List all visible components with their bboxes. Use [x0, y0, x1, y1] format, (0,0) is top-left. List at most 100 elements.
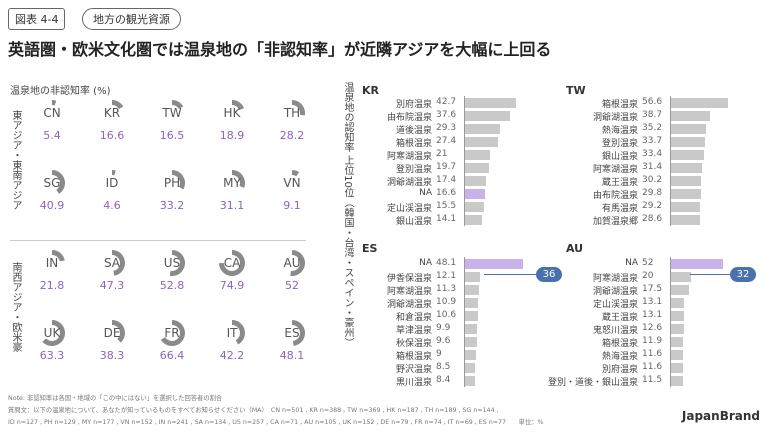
pie-id: ID 4.6 [90, 168, 134, 212]
bar-value-label: 8.4 [436, 375, 451, 385]
pie-chart [284, 250, 305, 276]
bar [671, 124, 707, 134]
bar [671, 259, 723, 269]
bar [671, 202, 701, 212]
pie-chart [104, 170, 120, 191]
pie-value-label: 52.8 [159, 279, 185, 292]
bar-category-label: 箱根温泉 [601, 339, 638, 349]
bar [671, 285, 689, 295]
bar-value-label: 11.3 [436, 284, 457, 294]
bar-category-label: 箱根温泉 [395, 139, 432, 149]
pie-chart [44, 170, 65, 194]
bar [671, 176, 702, 186]
pie-chart [44, 100, 60, 121]
bar-category-label: 有馬温泉 [601, 204, 638, 214]
pie-chart [284, 170, 300, 191]
pie-value-label: 9.1 [283, 199, 301, 212]
bar [465, 124, 501, 134]
pie-country-code: DE [103, 326, 121, 340]
bar-category-label: 由布院温泉 [592, 191, 638, 201]
bar [465, 137, 498, 147]
bar-value-label: 28.6 [642, 214, 663, 224]
bar-value-label: 11.6 [642, 362, 663, 372]
pie-value-label: 18.9 [219, 129, 245, 142]
bar-axis [670, 96, 671, 226]
pie-vn: VN 9.1 [270, 168, 314, 212]
bar-chart-title: KR [362, 84, 379, 97]
pie-country-code: MY [223, 176, 241, 190]
bar [465, 272, 480, 282]
pie-chart [164, 100, 184, 121]
bar [465, 202, 484, 212]
bar-value-label: 21 [436, 149, 448, 159]
bar [671, 311, 685, 321]
bar [671, 215, 700, 225]
bar [465, 215, 482, 225]
note-line-3: ID n=127 , PH n=129 , MY n=177 , VN n=15… [8, 419, 544, 426]
bar-value-label: 29.2 [642, 201, 663, 211]
bar-value-label: 14.1 [436, 214, 457, 224]
pie-kr: KR 16.6 [90, 98, 134, 142]
bar-value-label: 19.7 [436, 162, 457, 172]
bar-value-label: 20 [642, 271, 654, 281]
bar [465, 337, 477, 347]
pie-chart [42, 320, 66, 346]
pie-chart [284, 319, 306, 346]
pie-value-label: 5.4 [43, 129, 61, 142]
bar-category-label: 定山渓温泉 [592, 300, 638, 310]
bar-category-label: 阿寒湖温泉 [592, 165, 638, 175]
bar [465, 298, 479, 308]
bar-value-label: 38.7 [642, 110, 663, 120]
group-divider [10, 240, 306, 241]
bar-value-label: 11.9 [642, 336, 663, 346]
bar [671, 150, 705, 160]
bar-value-label: 13.1 [642, 297, 663, 307]
bar-category-label: NA [419, 188, 432, 198]
bar [671, 363, 683, 373]
note-line-1: Note: 非認知率は各国・地域の「この中にはない」を選択した回答者の割合 [8, 395, 223, 402]
category-tag: 地方の観光資源 [82, 8, 181, 30]
bar-value-label: 10.9 [436, 297, 457, 307]
pie-country-code: SA [103, 256, 121, 270]
bar [671, 163, 703, 173]
pie-sg: SG 40.9 [30, 168, 74, 212]
pie-chart [284, 100, 306, 121]
bar-category-label: 別府温泉 [395, 100, 432, 110]
bar [671, 137, 705, 147]
pie-country-code: PH [163, 176, 181, 190]
pie-chart [224, 100, 245, 121]
bar-category-label: 加賀温泉郷 [592, 217, 638, 227]
bar [465, 176, 486, 186]
bar-chart-title: AU [566, 242, 584, 255]
bar-value-label: 15.5 [436, 201, 457, 211]
pie-chart [219, 250, 245, 276]
bar-value-label: 52 [642, 258, 654, 268]
pie-value-label: 21.8 [39, 279, 65, 292]
bar-category-label: 草津温泉 [395, 326, 432, 336]
bar-category-label: 箱根温泉 [395, 352, 432, 362]
bar [465, 150, 491, 160]
bar-category-label: 黒川温泉 [395, 378, 432, 388]
pie-my: MY 31.1 [210, 168, 254, 212]
bar [465, 285, 479, 295]
bar-value-label: 31.4 [642, 162, 663, 172]
bar [465, 311, 478, 321]
bar-value-label: 13.1 [642, 310, 663, 320]
pie-country-code: HK [223, 106, 241, 120]
bar-category-label: 箱根温泉 [601, 100, 638, 110]
pie-country-code: CN [43, 106, 61, 120]
bar-value-label: 10.6 [436, 310, 457, 320]
pie-uk: UK 63.3 [30, 318, 74, 362]
bar-chart-title: TW [566, 84, 586, 97]
pie-value-label: 63.3 [39, 349, 65, 362]
figure-label: 図表 4-4 [8, 8, 66, 30]
pie-value-label: 16.6 [99, 129, 125, 142]
right-panel-label: 温泉地の認知率 上位10位（韓国・台湾・スペイン・豪州） [342, 82, 353, 348]
bar-category-label: 銀山温泉 [395, 217, 432, 227]
callout-badge: 36 [536, 267, 562, 282]
bar-category-label: 伊香保温泉 [386, 274, 432, 284]
bar-value-label: 30.2 [642, 175, 663, 185]
bar-value-label: 37.6 [436, 110, 457, 120]
pie-chart [164, 170, 186, 191]
